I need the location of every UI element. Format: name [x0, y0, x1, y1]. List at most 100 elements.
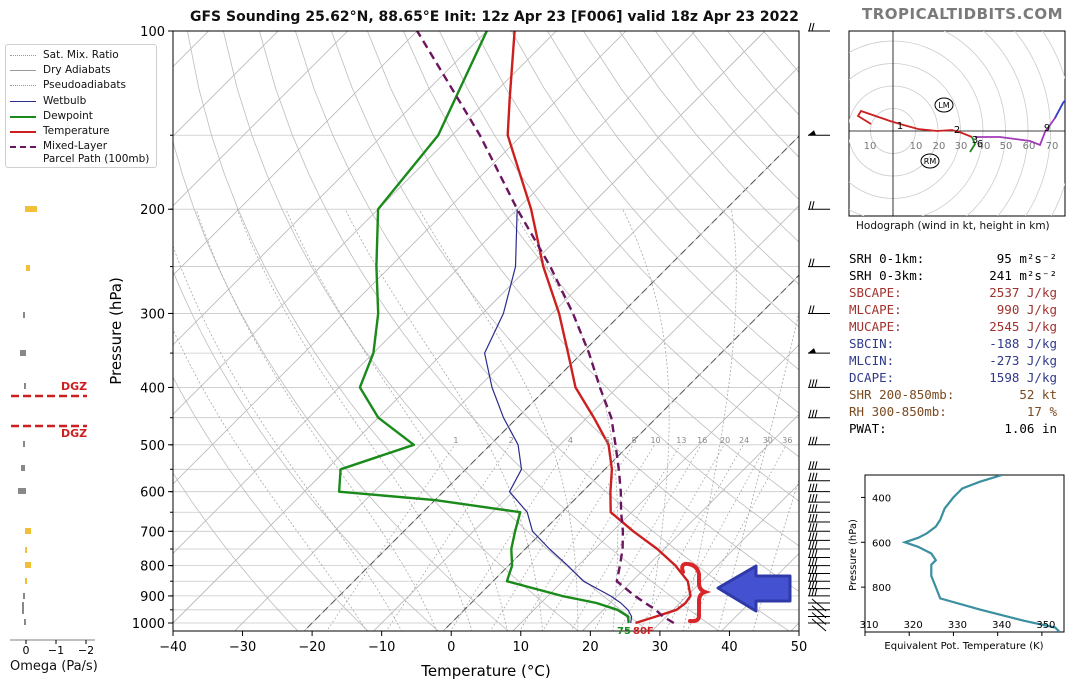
- legend-swatch: [10, 100, 36, 102]
- pseudo-adiabat: [285, 209, 508, 631]
- mixing-ratio-line: [542, 444, 655, 631]
- stat-label: MUCAPE:: [849, 319, 902, 334]
- barb-flag: [811, 565, 815, 574]
- mixing-ratio-line: [618, 444, 725, 631]
- barb-flag: [808, 523, 812, 532]
- x-tick-label: 20: [582, 640, 599, 655]
- barb-flag: [811, 472, 815, 481]
- barb-flag: [808, 461, 812, 470]
- barb-flag: [808, 540, 812, 550]
- omega-bar: [23, 593, 25, 599]
- surface-temperature-label: 80F: [633, 626, 654, 637]
- mixing-ratio-label: 8: [632, 436, 637, 445]
- omega-bar: [18, 488, 26, 494]
- hodograph-ring-label: 10: [864, 141, 877, 152]
- legend-label: Mixed-Layer Parcel Path (100mb): [43, 140, 150, 166]
- stat-value: 1598 J/kg: [989, 370, 1057, 385]
- wind-barb: [808, 618, 830, 632]
- theta-y-tick-label: 800: [872, 583, 891, 594]
- wind-barb: [808, 605, 830, 619]
- hodograph-ring-label: 50: [1000, 141, 1013, 152]
- temperature-line: [506, 31, 692, 625]
- legend-label: Pseudoadiabats: [43, 79, 126, 92]
- barb-flag: [814, 523, 818, 532]
- stat-value: 17 %: [1026, 404, 1057, 419]
- barb-flag: [811, 305, 815, 314]
- dgz-label: DGZ: [61, 380, 87, 393]
- barb-flag: [811, 409, 815, 418]
- barb-flag: [814, 549, 818, 558]
- hodograph-ring-label: 10: [910, 141, 923, 152]
- dgz-label: DGZ: [61, 427, 87, 440]
- barb-flag: [814, 540, 818, 550]
- barb-flag: [814, 532, 818, 541]
- wind-barb: [808, 532, 830, 541]
- hodograph-trace-mid: [969, 136, 977, 153]
- wind-barb: [808, 573, 830, 582]
- wind-barb: [808, 540, 830, 550]
- dry-adiabat: [475, 31, 799, 414]
- stat-value: -273 J/kg: [989, 353, 1057, 368]
- barb-flag: [808, 565, 812, 574]
- omega-bar: [25, 547, 27, 553]
- x-tick-label: 0: [447, 640, 455, 655]
- barb-flag: [811, 598, 827, 612]
- omega-tick-label: 0: [23, 644, 30, 657]
- barb-flag: [808, 580, 812, 589]
- legend-swatch: [10, 70, 36, 72]
- dry-adiabat: [187, 31, 580, 631]
- dry-adiabat: [223, 31, 650, 631]
- hodograph-ring-label: 30: [955, 141, 968, 152]
- x-tick-label: 10: [513, 640, 530, 655]
- y-axis-label: Pressure (hPa): [107, 277, 125, 385]
- stat-row: SRH 0-3km: 241 m²s⁻²: [849, 267, 1057, 284]
- isotherm-line: [173, 31, 348, 207]
- barb-flag: [808, 504, 812, 513]
- legend-swatch: [10, 131, 36, 133]
- omega-bar: [25, 562, 31, 568]
- omega-bar: [23, 441, 25, 447]
- barb-flag: [811, 618, 827, 632]
- legend-item: Pseudoadiabats: [10, 79, 126, 93]
- hodograph-ring-label: 70: [1046, 141, 1059, 152]
- barb-flag: [808, 557, 812, 566]
- theta-y-axis-label: Pressure (hPa): [848, 519, 859, 591]
- stat-label: PWAT:: [849, 421, 887, 436]
- x-tick-label: −10: [368, 640, 395, 655]
- chart-title: GFS Sounding 25.62°N, 88.65°E Init: 12z …: [190, 9, 799, 25]
- barb-flag: [814, 587, 818, 597]
- barb-flag: [811, 461, 815, 470]
- barb-flag: [814, 379, 818, 388]
- omega-bar: [26, 265, 30, 271]
- hodograph-height-label: 6: [977, 139, 983, 150]
- barb-flag: [814, 573, 818, 582]
- wetbulb-line: [484, 209, 633, 624]
- dry-adiabat: [331, 31, 799, 592]
- wind-barb: [808, 130, 830, 136]
- storm-motion-label: RM: [924, 157, 937, 166]
- isotherm-line: [373, 205, 799, 631]
- barb-flag: [811, 436, 815, 445]
- barb-pennant: [808, 348, 816, 354]
- theta-e-line: [901, 475, 1061, 632]
- x-tick-label: −30: [229, 640, 256, 655]
- stat-value: 990 J/kg: [996, 302, 1057, 317]
- stat-value: -188 J/kg: [989, 336, 1057, 351]
- barb-flag: [811, 605, 827, 619]
- mixing-ratio-label: 2: [509, 436, 514, 445]
- stat-value: 1.06 in: [1004, 421, 1057, 436]
- wind-barb: [808, 587, 830, 597]
- blue-arrow-annotation: [716, 564, 792, 613]
- dry-adiabat: [173, 270, 439, 631]
- omega-bar: [23, 312, 25, 318]
- stat-row: RH 300-850mb: 17 %: [849, 403, 1057, 420]
- wind-barb: [808, 565, 830, 575]
- mixing-ratio-line: [639, 444, 744, 631]
- x-axis-label: Temperature (°C): [420, 662, 550, 680]
- barb-flag: [808, 513, 812, 523]
- red-bracket-annotation: [680, 561, 712, 624]
- wind-barb: [808, 379, 830, 388]
- barb-flag: [811, 532, 815, 541]
- stat-label: SHR 200-850mb:: [849, 387, 955, 402]
